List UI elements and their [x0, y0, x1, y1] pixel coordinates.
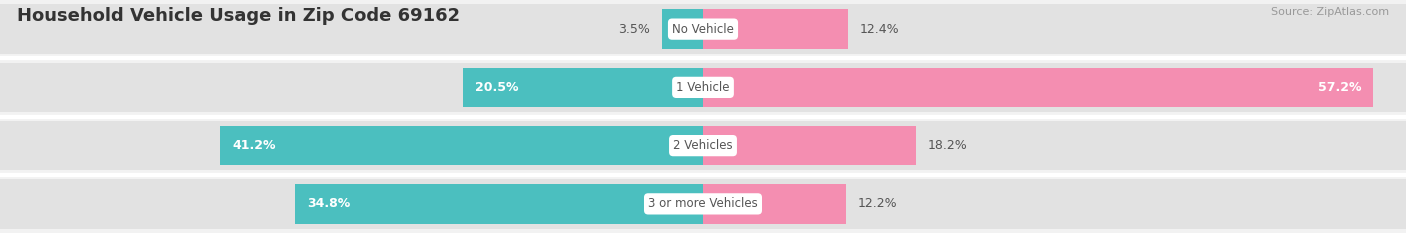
Text: No Vehicle: No Vehicle	[672, 23, 734, 36]
Text: 3 or more Vehicles: 3 or more Vehicles	[648, 197, 758, 210]
Bar	[703, 4, 1406, 54]
Text: Source: ZipAtlas.com: Source: ZipAtlas.com	[1271, 7, 1389, 17]
Text: Household Vehicle Usage in Zip Code 69162: Household Vehicle Usage in Zip Code 6916…	[17, 7, 460, 25]
Bar	[662, 9, 703, 49]
Bar	[221, 126, 703, 165]
Bar	[703, 179, 1406, 229]
Bar	[703, 184, 846, 224]
Bar	[0, 63, 703, 112]
Text: 57.2%: 57.2%	[1317, 81, 1361, 94]
Text: 2 Vehicles: 2 Vehicles	[673, 139, 733, 152]
Text: 12.2%: 12.2%	[858, 197, 897, 210]
Bar	[463, 68, 703, 107]
Bar	[703, 68, 1374, 107]
Text: 1 Vehicle: 1 Vehicle	[676, 81, 730, 94]
Text: 18.2%: 18.2%	[928, 139, 967, 152]
Bar	[0, 4, 703, 54]
Text: 20.5%: 20.5%	[475, 81, 517, 94]
Bar	[0, 179, 703, 229]
Text: 12.4%: 12.4%	[860, 23, 900, 36]
Text: 41.2%: 41.2%	[232, 139, 276, 152]
Bar	[295, 184, 703, 224]
Bar	[703, 63, 1406, 112]
Bar	[703, 121, 1406, 170]
Bar	[703, 9, 848, 49]
Bar	[0, 121, 703, 170]
Text: 34.8%: 34.8%	[307, 197, 350, 210]
Bar	[703, 126, 917, 165]
Text: 3.5%: 3.5%	[619, 23, 650, 36]
